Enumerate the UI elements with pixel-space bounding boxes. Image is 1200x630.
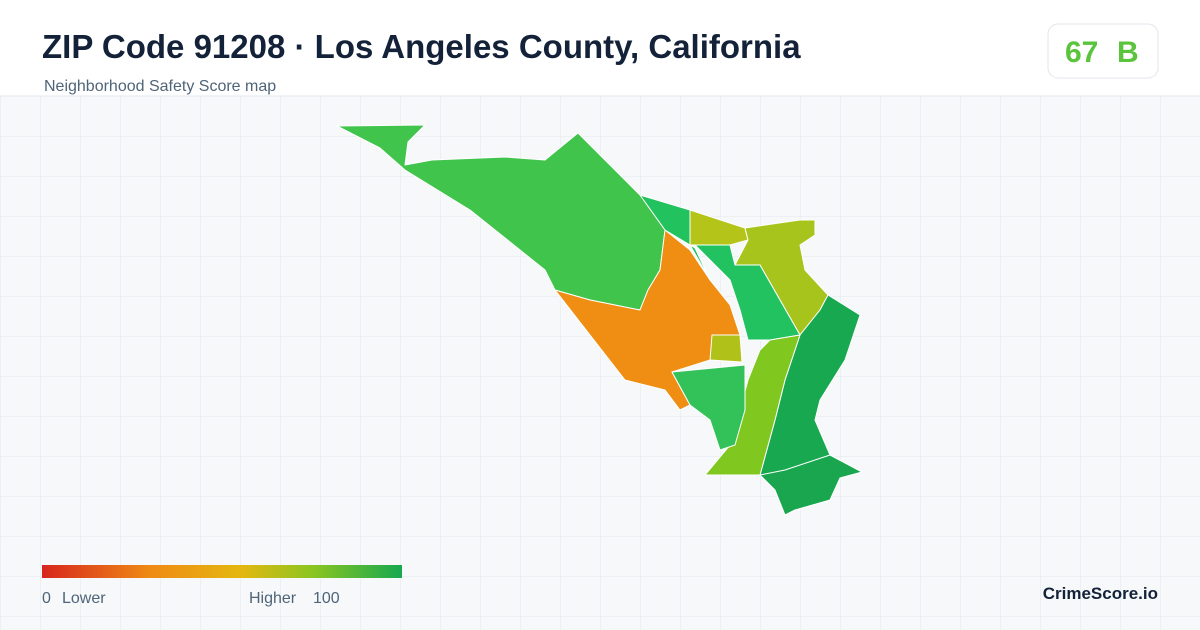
zip-map — [336, 124, 863, 516]
title: ZIP Code 91208 · Los Angeles County, Cal… — [42, 28, 801, 65]
score-value: 67 — [1065, 36, 1098, 69]
legend-min: 0 — [42, 590, 51, 607]
brand: CrimeScore.io — [1043, 584, 1158, 603]
legend-scale — [42, 565, 402, 578]
legend-max: 100 — [313, 590, 340, 607]
region — [709, 334, 743, 363]
header-bg — [0, 0, 1200, 96]
legend-max-label: Higher — [249, 590, 297, 607]
region — [759, 454, 863, 516]
score-grade: B — [1117, 36, 1139, 69]
legend-min-label: Lower — [62, 590, 106, 607]
region — [671, 364, 746, 451]
subtitle: Neighborhood Safety Score map — [44, 78, 276, 95]
score-badge — [1047, 23, 1159, 79]
region — [694, 244, 801, 341]
